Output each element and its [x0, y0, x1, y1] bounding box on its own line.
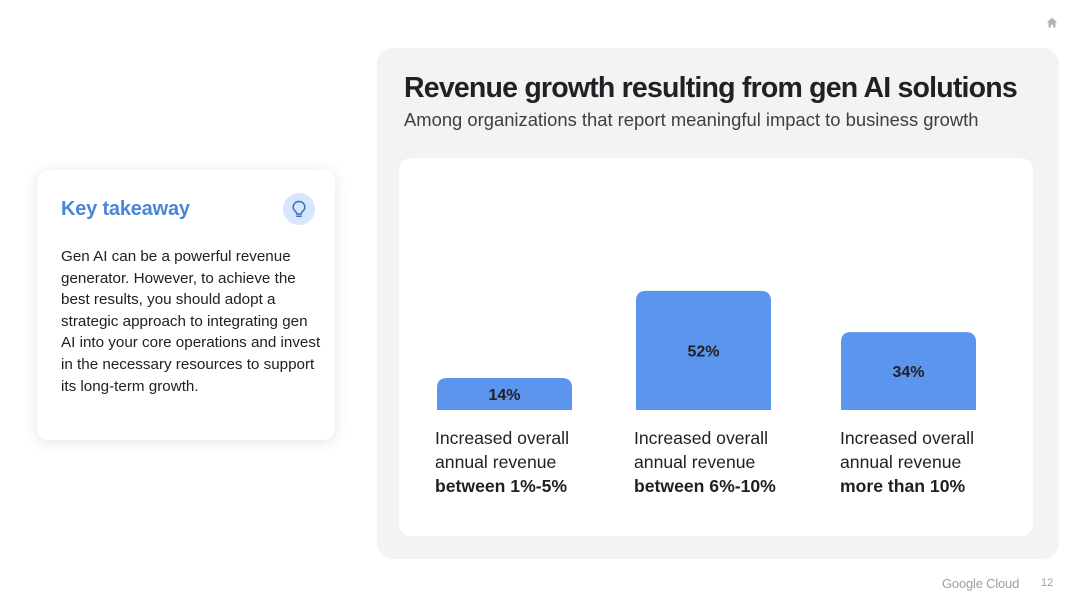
key-takeaway-text: Gen AI can be a powerful revenue generat… — [61, 248, 321, 395]
bar-value-label-2: 52% — [687, 343, 719, 360]
chart-panel: Revenue growth resulting from gen AI sol… — [377, 48, 1059, 559]
key-takeaway-card: Key takeaway Gen AI can be a powerful re… — [37, 170, 335, 440]
bar-2 — [636, 290, 771, 410]
category-label-line-2: annual revenue — [435, 452, 557, 472]
category-label-1: Increased overall annual revenue between 1… — [435, 426, 569, 498]
chart-title: Revenue growth resulting from gen AI sol… — [404, 72, 1018, 104]
category-label-line-3: more than 10% — [840, 476, 966, 496]
bar-value-label-3: 34% — [892, 364, 924, 381]
bar-value-label-1: 14% — [488, 387, 520, 404]
footer-brand-text: Google Cloud — [942, 576, 1020, 591]
category-label-line-1: Increased overall — [435, 428, 569, 448]
bar-1 — [437, 377, 572, 410]
category-label-line-2: annual revenue — [840, 452, 962, 472]
category-label-3: Increased overall annual revenue more than… — [840, 426, 974, 498]
chart-subtitle: Among organizations that report meaningf… — [404, 109, 979, 130]
category-label-line-3: between 6%-10% — [634, 476, 776, 496]
home-icon[interactable] — [1045, 16, 1059, 30]
lightbulb-icon — [283, 193, 315, 225]
category-label-line-2: annual revenue — [634, 452, 756, 472]
category-label-line-1: Increased overall — [840, 428, 974, 448]
category-label-line-3: between 1%-5% — [435, 476, 567, 496]
bar-chart: 14% 52% 34% — [437, 290, 976, 410]
category-label-line-1: Increased overall — [634, 428, 768, 448]
key-takeaway-title: Key takeaway — [61, 198, 190, 220]
category-label-2: Increased overall annual revenue between 6… — [634, 426, 776, 498]
plot-area: 14% 52% 34% Increased overall annual revenu… — [399, 158, 1033, 536]
bar-3 — [841, 332, 976, 410]
page-number: 12 — [1041, 577, 1054, 589]
